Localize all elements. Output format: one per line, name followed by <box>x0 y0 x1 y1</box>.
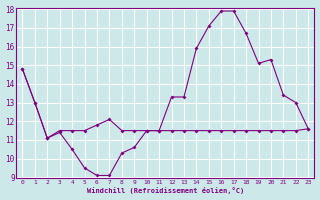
X-axis label: Windchill (Refroidissement éolien,°C): Windchill (Refroidissement éolien,°C) <box>87 187 244 194</box>
